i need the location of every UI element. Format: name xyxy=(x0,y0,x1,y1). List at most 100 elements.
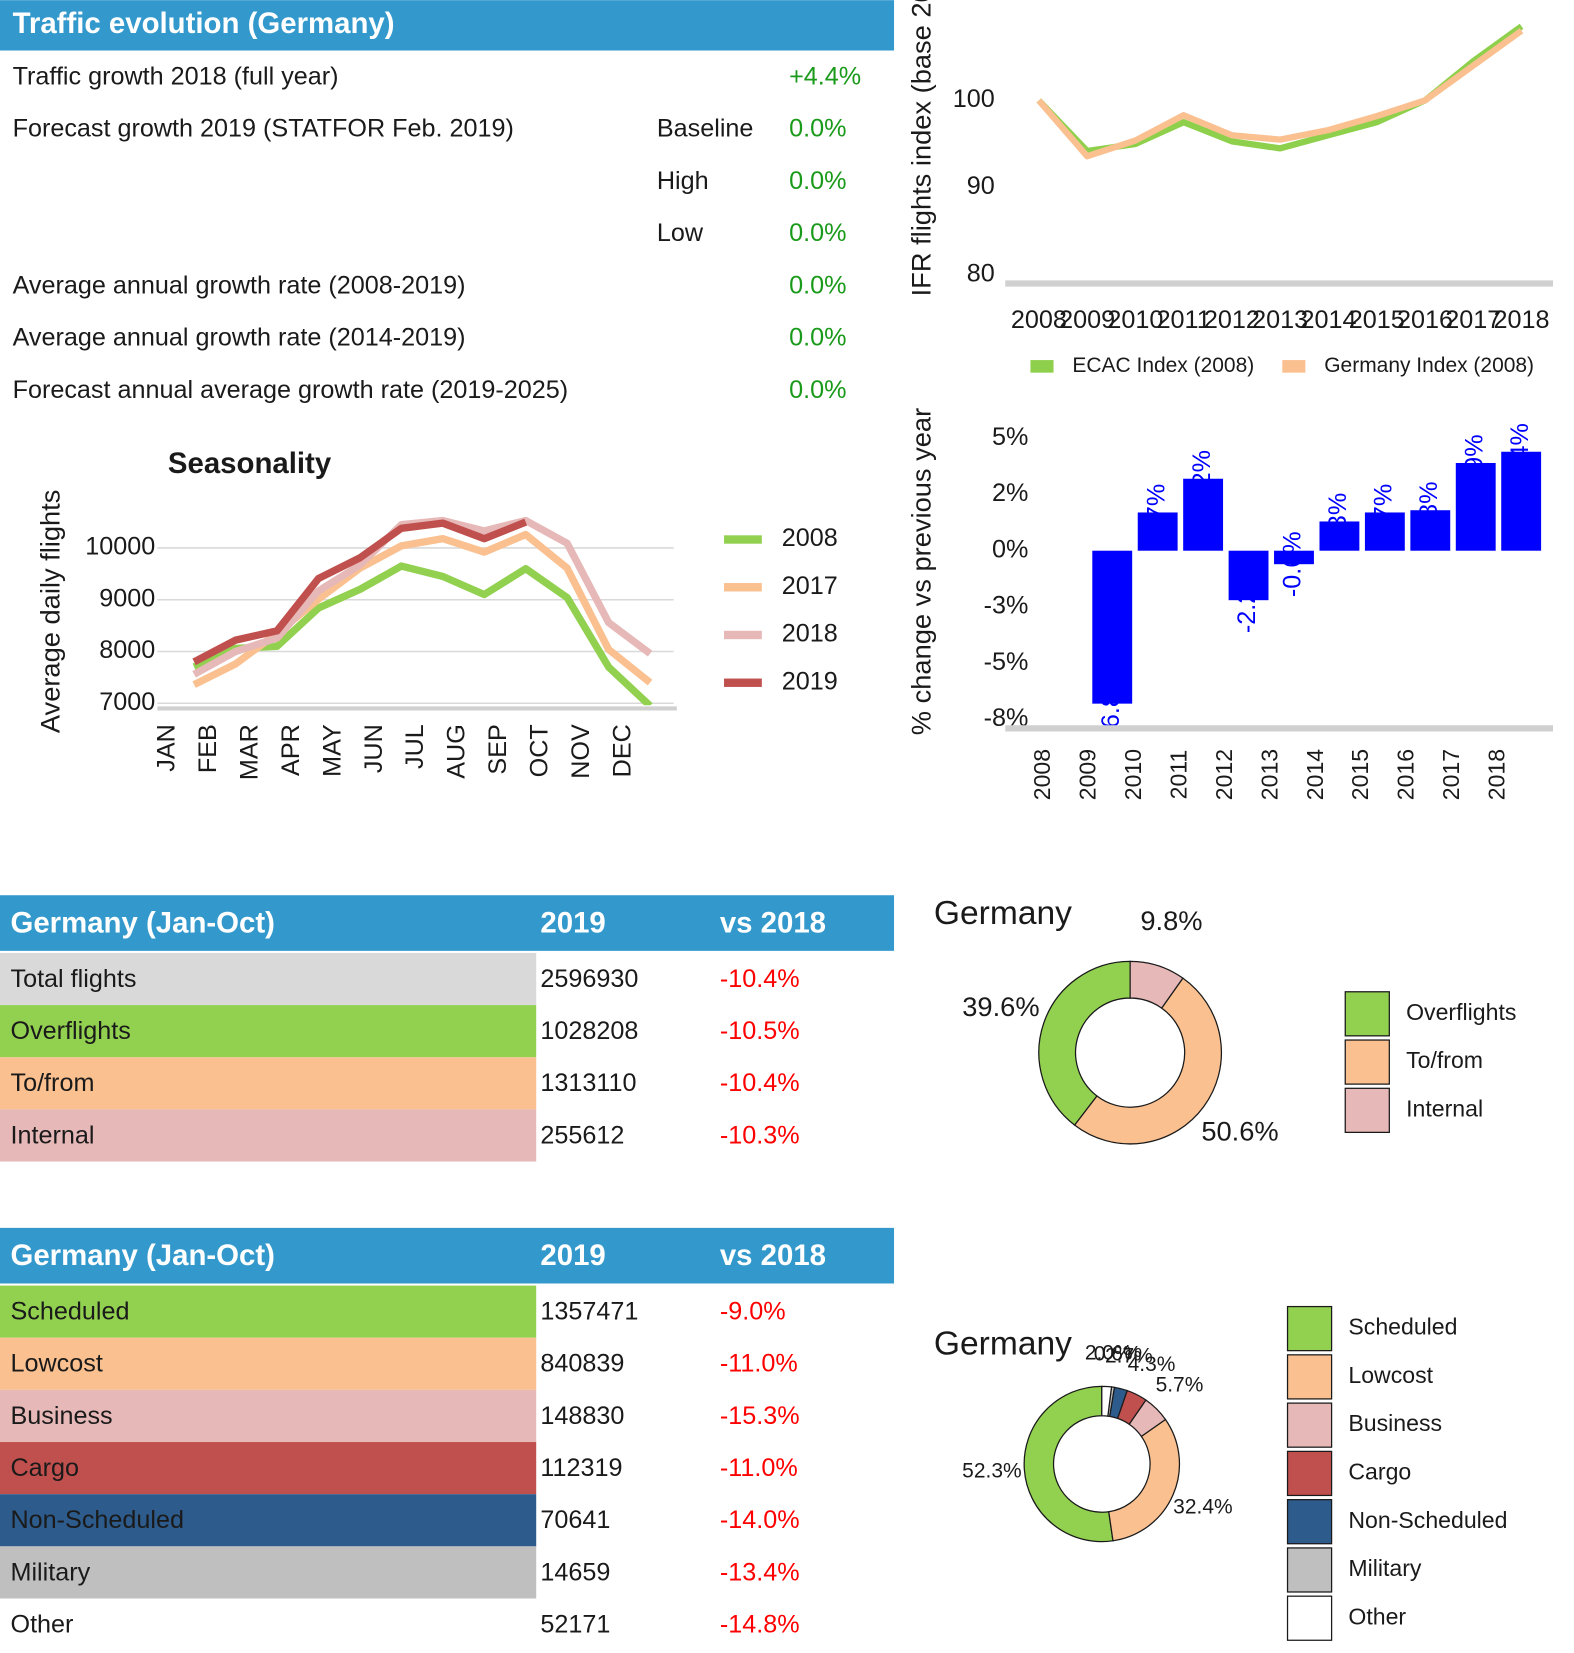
row-label: Military xyxy=(10,1558,90,1586)
legend-label: 2019 xyxy=(782,667,838,695)
x-tick-label: 2013 xyxy=(1256,749,1282,800)
bar xyxy=(1501,451,1542,551)
data-label: 4.3% xyxy=(1128,1353,1176,1376)
series-line xyxy=(192,530,653,688)
y-axis-label: IFR flights index (base 20 xyxy=(906,0,937,296)
row-label: Business xyxy=(10,1402,112,1430)
legend-swatch xyxy=(724,630,762,640)
data-label: 1.7% xyxy=(1370,484,1398,541)
legend-swatch xyxy=(1286,1354,1333,1400)
x-tick-label: 2008 xyxy=(1011,306,1067,334)
row-change: -11.0% xyxy=(720,1454,798,1482)
legend-swatch xyxy=(724,535,762,544)
row-label: Traffic growth 2018 (full year) xyxy=(13,62,339,90)
legend-label: Cargo xyxy=(1348,1459,1411,1485)
y-tick-label: 7000 xyxy=(99,688,155,716)
column-header: vs 2018 xyxy=(720,1239,826,1272)
scenario-label: High xyxy=(657,167,709,195)
row-value: 1313110 xyxy=(540,1069,636,1097)
x-tick-label: 2010 xyxy=(1120,749,1146,800)
x-tick-label: AUG xyxy=(443,724,471,779)
row-value: 0.0% xyxy=(789,324,846,352)
row-value: 0.0% xyxy=(789,167,846,195)
data-label: 39.6% xyxy=(962,991,1039,1022)
legend-label: Lowcost xyxy=(1348,1362,1433,1388)
data-label: 3.2% xyxy=(1188,450,1216,507)
column-header: 2019 xyxy=(540,906,605,939)
row-change: -10.4% xyxy=(720,1069,800,1097)
data-label: 4.4% xyxy=(1506,423,1534,480)
data-label: 32.4% xyxy=(1173,1495,1232,1518)
legend-label: To/from xyxy=(1406,1047,1483,1073)
row-background xyxy=(0,1546,537,1599)
row-value: +4.4% xyxy=(789,62,861,90)
plot-area xyxy=(192,516,653,706)
row-change: -15.3% xyxy=(720,1402,800,1430)
row-change: -10.4% xyxy=(720,965,800,993)
donut-slice xyxy=(1023,1385,1114,1543)
x-tick-label: 2012 xyxy=(1204,306,1260,334)
data-label: 2.0% xyxy=(1085,1342,1133,1365)
data-label: 50.6% xyxy=(1201,1116,1278,1147)
legend-swatch xyxy=(1286,1450,1333,1497)
scenario-label: Baseline xyxy=(657,115,754,143)
row-value: 0.0% xyxy=(789,115,846,143)
legend-label: Germany Index (2008) xyxy=(1324,354,1534,377)
x-tick-label: 2018 xyxy=(1494,306,1550,334)
row-label: To/from xyxy=(10,1069,94,1097)
row-label: Non-Scheduled xyxy=(10,1506,184,1534)
series-line xyxy=(192,518,528,666)
row-change: -10.3% xyxy=(720,1121,800,1149)
row-background xyxy=(0,1337,537,1390)
row-label: Total flights xyxy=(10,965,136,993)
row-value: 255612 xyxy=(540,1121,624,1149)
row-background xyxy=(0,1389,537,1443)
x-tick-label: 2017 xyxy=(1438,749,1464,800)
row-value: 70641 xyxy=(540,1506,610,1534)
x-tick-label: 2011 xyxy=(1165,750,1191,800)
row-background xyxy=(0,1494,537,1547)
column-header: 2019 xyxy=(540,1239,605,1272)
table-header xyxy=(0,895,895,951)
x-tick-label: 2017 xyxy=(1445,306,1501,334)
legend-label: 2018 xyxy=(782,620,838,648)
row-label: Scheduled xyxy=(10,1298,129,1326)
row-change: -9.0% xyxy=(720,1298,786,1326)
row-value: 14659 xyxy=(540,1558,610,1586)
x-tick-label: 2009 xyxy=(1059,306,1115,334)
column-header: Germany (Jan-Oct) xyxy=(10,906,274,939)
legend-label: Business xyxy=(1348,1410,1442,1436)
row-value: 0.0% xyxy=(789,271,846,299)
legend-swatch xyxy=(1286,1595,1333,1641)
legend-swatch xyxy=(1286,1499,1333,1545)
data-label: 0.6% xyxy=(1094,1342,1142,1365)
y-tick-label: 2% xyxy=(992,479,1028,507)
x-tick-label: 2009 xyxy=(1075,749,1101,800)
legend-swatch xyxy=(1344,1039,1390,1085)
y-axis-label: Average daily flights xyxy=(35,490,66,734)
chart-title: Germany xyxy=(934,1325,1072,1362)
y-tick-label: 9000 xyxy=(99,584,155,612)
x-tick-label: 2015 xyxy=(1349,306,1405,334)
y-tick-label: 100 xyxy=(953,85,995,113)
x-tick-label: FEB xyxy=(194,724,222,773)
row-background xyxy=(0,1057,537,1110)
bar xyxy=(1319,521,1360,551)
row-label: Forecast annual average growth rate (201… xyxy=(13,376,569,404)
x-tick-label: 2018 xyxy=(1484,749,1510,800)
x-tick-label: 2016 xyxy=(1393,749,1419,800)
chart-title: Seasonality xyxy=(168,447,332,480)
data-label: 1.7% xyxy=(1142,484,1170,541)
bar xyxy=(1455,462,1496,551)
x-tick-label: 2013 xyxy=(1252,306,1308,334)
row-change: -13.4% xyxy=(720,1558,800,1586)
row-change: -14.0% xyxy=(720,1506,800,1534)
plot-area xyxy=(1036,23,1524,160)
x-tick-label: MAR xyxy=(235,724,263,780)
bar xyxy=(1137,512,1178,551)
row-label: Average annual growth rate (2014-2019) xyxy=(13,324,466,352)
row-background xyxy=(0,1005,537,1058)
data-label: -6.8% xyxy=(1097,671,1125,737)
